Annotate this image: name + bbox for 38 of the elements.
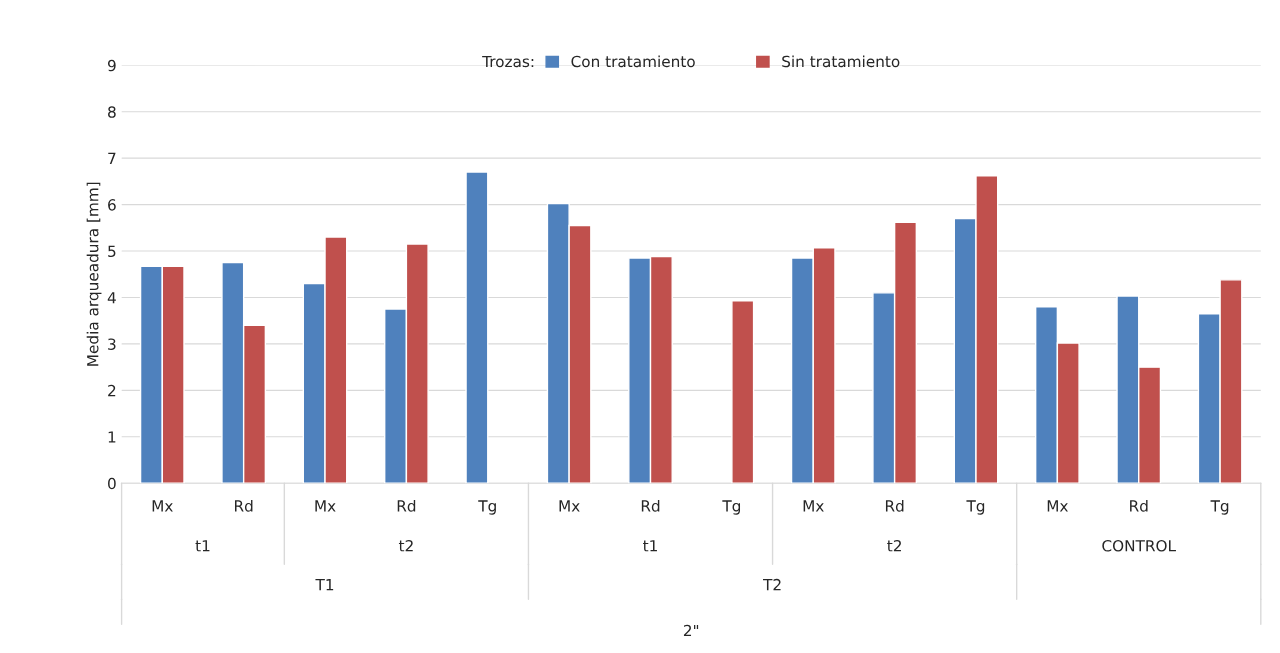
x-tick-label: Rd	[235, 499, 253, 512]
text: T1	[315, 579, 334, 591]
y-tick-label: 9	[107, 59, 116, 72]
x-tick-label: Mx	[803, 500, 824, 512]
x-tick-label: Rd	[641, 499, 660, 512]
y-tick-label: 3	[108, 338, 116, 350]
legend-title: Trozas:	[482, 55, 534, 68]
x-tick-label: Rd	[397, 499, 416, 512]
y-tick-label: 8	[108, 106, 116, 118]
y-tick-label: 1	[108, 431, 116, 443]
x-tick-label: Mx	[315, 500, 336, 512]
text: t1	[195, 540, 210, 552]
x-tick-label: Mx	[152, 500, 173, 512]
text: T2	[763, 578, 781, 591]
text: t2	[398, 539, 413, 552]
x-tick-label: Rd	[1130, 499, 1148, 512]
text: t2	[887, 539, 901, 552]
legend-label: Con tratamiento	[571, 55, 695, 68]
text: 2"	[683, 624, 699, 637]
x-tick-label: Tg	[1210, 500, 1229, 515]
legend-label: Sin tratamiento	[782, 55, 900, 68]
y-tick-label: 0	[108, 477, 116, 490]
text: CONTROL	[1102, 539, 1176, 552]
y-tick-label: 6	[108, 199, 116, 211]
y-axis-title: Media arqueadura [mm]	[86, 182, 102, 366]
x-tick-label: Rd	[885, 499, 904, 512]
bar	[731, 300, 755, 484]
x-tick-label: Tg	[722, 500, 741, 515]
x-tick-label: Tg	[478, 500, 496, 515]
y-tick-label: 5	[108, 245, 116, 258]
y-tick-label: 4	[107, 292, 116, 304]
x-tick-label: Tg	[966, 500, 985, 515]
text: t1	[643, 540, 657, 552]
y-tick-label: 7	[108, 152, 116, 164]
bar	[465, 171, 489, 484]
y-tick-label: 2	[108, 384, 116, 397]
x-tick-label: Mx	[559, 500, 580, 512]
x-tick-label: Mx	[1047, 500, 1068, 512]
